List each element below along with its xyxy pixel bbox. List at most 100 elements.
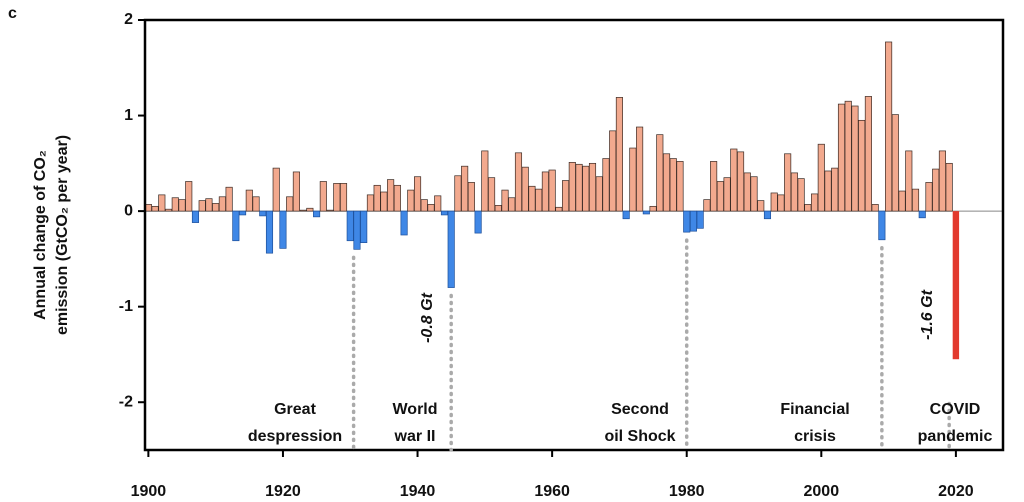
bar [777, 194, 785, 212]
y-axis-label: Annual change of CO₂ emission (GtCO₂ per … [32, 135, 71, 335]
x-tick-label: 1960 [534, 483, 570, 500]
bar [501, 189, 509, 212]
annotation-text: Great [274, 401, 316, 418]
bar [555, 206, 563, 212]
bar [407, 189, 415, 212]
bar [434, 195, 442, 212]
bar [925, 182, 933, 212]
bar [595, 176, 603, 212]
bar [858, 119, 866, 212]
bar [817, 143, 825, 212]
bar [339, 183, 348, 212]
x-tick-label: 2000 [804, 483, 840, 500]
bar [757, 200, 765, 212]
bar [710, 161, 718, 212]
bar [938, 150, 946, 212]
bar [918, 210, 926, 219]
bar [454, 175, 462, 212]
bar [447, 210, 455, 288]
bar [333, 183, 341, 212]
x-tick-label: 1940 [400, 483, 436, 500]
bar [387, 179, 395, 212]
bar [299, 209, 307, 212]
y-axis-label-line: Annual change of CO₂ [32, 150, 49, 320]
bar [784, 153, 792, 212]
bar [730, 148, 738, 212]
bar [562, 180, 570, 212]
bar [326, 209, 334, 212]
bar [313, 210, 321, 218]
annotation-text: oil Shock [604, 428, 675, 445]
bar [225, 186, 233, 212]
bar [568, 162, 576, 212]
y-tick-label: -1 [119, 298, 133, 315]
bar [259, 210, 267, 217]
annotation-text: crisis [794, 428, 836, 445]
bar [716, 181, 724, 212]
bar [636, 126, 644, 212]
bar [905, 150, 913, 212]
annotation-text: Financial [780, 401, 849, 418]
bar [770, 192, 778, 212]
bar [864, 96, 872, 212]
bar [239, 210, 247, 216]
bar [165, 208, 173, 212]
bar [649, 205, 657, 212]
bar [205, 198, 213, 212]
bar [575, 163, 583, 212]
bar [198, 200, 206, 212]
y-tick-label: -2 [119, 393, 133, 410]
bar [232, 210, 240, 242]
bar [696, 210, 704, 229]
bar [662, 153, 671, 212]
bar [790, 172, 798, 212]
bar [245, 189, 253, 212]
bar [514, 152, 523, 212]
bar [642, 210, 650, 215]
bar [656, 134, 664, 212]
bar [629, 147, 637, 212]
x-tick-label: 1980 [669, 483, 705, 500]
bar [508, 197, 516, 212]
bar [420, 199, 428, 212]
bar [212, 203, 220, 212]
annotation-text: World [392, 401, 437, 418]
bar [353, 210, 361, 250]
bar [191, 210, 200, 223]
bar [494, 205, 502, 212]
bar [178, 199, 186, 212]
bar [831, 167, 839, 212]
bar [703, 199, 711, 212]
bar [272, 167, 280, 212]
y-axis-label-line: emission (GtCO₂ per year) [54, 135, 71, 335]
bar [319, 181, 327, 212]
x-tick-label: 1920 [265, 483, 301, 500]
bar [427, 204, 435, 212]
bar [265, 210, 274, 254]
bar [891, 114, 899, 212]
annotation-value-label: -1.6 Gt [919, 289, 936, 339]
bar [292, 171, 300, 212]
bar [279, 210, 287, 249]
x-tick-label: 1900 [131, 483, 167, 500]
bar [393, 184, 401, 212]
bar [171, 197, 179, 212]
bar [885, 41, 893, 212]
bar [360, 210, 368, 243]
bar [804, 204, 812, 212]
bar [932, 168, 940, 212]
bar [366, 194, 374, 212]
annotation-value: -0.8 Gt [419, 292, 436, 342]
bar [535, 188, 543, 212]
bar [723, 177, 731, 212]
bar [380, 191, 388, 212]
bar [158, 194, 166, 212]
bar [945, 162, 953, 212]
bar [750, 176, 758, 212]
bar [898, 190, 906, 212]
annotation-text: COVID [930, 401, 981, 418]
y-tick-label: 1 [124, 107, 133, 124]
bar [528, 185, 536, 212]
annotation-text: war II [394, 428, 436, 445]
